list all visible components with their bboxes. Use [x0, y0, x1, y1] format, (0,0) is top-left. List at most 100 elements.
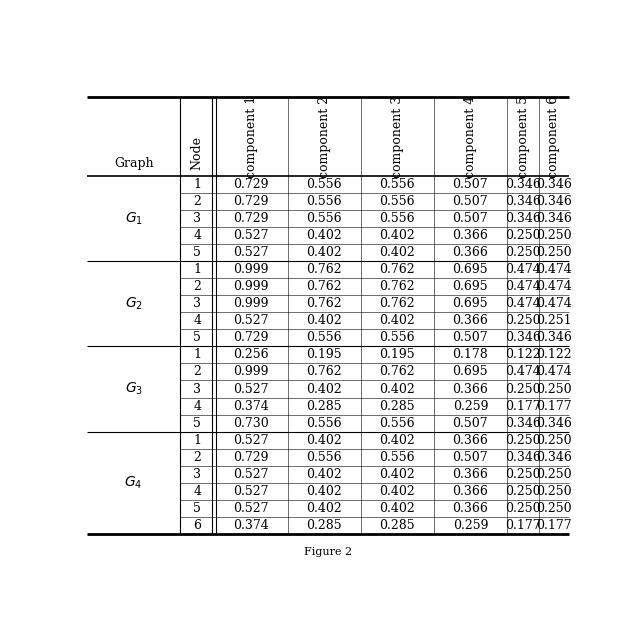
Text: 0.527: 0.527 [233, 382, 269, 396]
Text: 0.556: 0.556 [380, 195, 415, 208]
Text: 0.346: 0.346 [536, 195, 572, 208]
Text: 0.474: 0.474 [505, 280, 541, 293]
Text: 0.366: 0.366 [452, 485, 488, 498]
Text: 0.259: 0.259 [452, 519, 488, 532]
Text: 0.695: 0.695 [452, 263, 488, 276]
Text: 5: 5 [193, 246, 201, 259]
Text: 0.374: 0.374 [233, 399, 269, 413]
Text: 0.366: 0.366 [452, 382, 488, 396]
Text: 1: 1 [193, 178, 201, 191]
Text: 0.402: 0.402 [380, 468, 415, 481]
Text: 0.195: 0.195 [307, 348, 342, 362]
Text: Figure 2: Figure 2 [304, 547, 352, 557]
Text: 0.250: 0.250 [506, 502, 541, 515]
Text: 0.729: 0.729 [233, 450, 269, 464]
Text: 4: 4 [193, 229, 201, 242]
Text: 5: 5 [193, 416, 201, 430]
Text: 0.474: 0.474 [505, 297, 541, 310]
Text: 0.250: 0.250 [536, 502, 572, 515]
Text: 0.251: 0.251 [536, 314, 572, 328]
Text: 0.527: 0.527 [233, 229, 269, 242]
Text: 0.402: 0.402 [380, 485, 415, 498]
Text: Graph: Graph [114, 157, 154, 170]
Text: 0.762: 0.762 [380, 365, 415, 379]
Text: 0.285: 0.285 [307, 399, 342, 413]
Text: 0.556: 0.556 [307, 331, 342, 345]
Text: component 3: component 3 [391, 96, 404, 178]
Text: 2: 2 [193, 450, 201, 464]
Text: 0.402: 0.402 [380, 502, 415, 515]
Text: 2: 2 [193, 365, 201, 379]
Text: 0.346: 0.346 [505, 195, 541, 208]
Text: $G_3$: $G_3$ [125, 381, 143, 398]
Text: 0.250: 0.250 [506, 314, 541, 328]
Text: 0.366: 0.366 [452, 314, 488, 328]
Text: 0.250: 0.250 [506, 433, 541, 447]
Text: 0.366: 0.366 [452, 433, 488, 447]
Text: component 1: component 1 [244, 96, 257, 178]
Text: 0.507: 0.507 [452, 450, 488, 464]
Text: 0.402: 0.402 [307, 502, 342, 515]
Text: 0.122: 0.122 [506, 348, 541, 362]
Text: 0.250: 0.250 [506, 485, 541, 498]
Text: 0.178: 0.178 [452, 348, 488, 362]
Text: 0.762: 0.762 [307, 280, 342, 293]
Text: 0.999: 0.999 [233, 297, 269, 310]
Text: 0.177: 0.177 [536, 399, 572, 413]
Text: 0.285: 0.285 [307, 519, 342, 532]
Text: 0.250: 0.250 [536, 468, 572, 481]
Text: 0.402: 0.402 [307, 314, 342, 328]
Text: 0.695: 0.695 [452, 297, 488, 310]
Text: 0.474: 0.474 [505, 263, 541, 276]
Text: 5: 5 [193, 331, 201, 345]
Text: 0.695: 0.695 [452, 280, 488, 293]
Text: 1: 1 [193, 263, 201, 276]
Text: 5: 5 [193, 502, 201, 515]
Text: 0.374: 0.374 [233, 519, 269, 532]
Text: 0.402: 0.402 [307, 485, 342, 498]
Text: 0.346: 0.346 [536, 212, 572, 225]
Text: 0.474: 0.474 [536, 263, 572, 276]
Text: 0.527: 0.527 [233, 502, 269, 515]
Text: 0.402: 0.402 [307, 246, 342, 259]
Text: 0.346: 0.346 [536, 416, 572, 430]
Text: 0.762: 0.762 [307, 263, 342, 276]
Text: 0.999: 0.999 [233, 280, 269, 293]
Text: 0.402: 0.402 [380, 314, 415, 328]
Text: 0.556: 0.556 [307, 178, 342, 191]
Text: 3: 3 [193, 382, 201, 396]
Text: 0.402: 0.402 [307, 433, 342, 447]
Text: 0.729: 0.729 [233, 178, 269, 191]
Text: 0.285: 0.285 [380, 519, 415, 532]
Text: 0.762: 0.762 [380, 297, 415, 310]
Text: 0.507: 0.507 [452, 212, 488, 225]
Text: 4: 4 [193, 399, 201, 413]
Text: 0.402: 0.402 [380, 433, 415, 447]
Text: 0.556: 0.556 [307, 195, 342, 208]
Text: 0.250: 0.250 [506, 246, 541, 259]
Text: 0.999: 0.999 [233, 365, 269, 379]
Text: 0.527: 0.527 [233, 314, 269, 328]
Text: 0.346: 0.346 [505, 416, 541, 430]
Text: 0.177: 0.177 [506, 519, 541, 532]
Text: 0.527: 0.527 [233, 485, 269, 498]
Text: 0.507: 0.507 [452, 416, 488, 430]
Text: 0.999: 0.999 [233, 263, 269, 276]
Text: 0.474: 0.474 [536, 280, 572, 293]
Text: 1: 1 [193, 348, 201, 362]
Text: 3: 3 [193, 297, 201, 310]
Text: 0.250: 0.250 [536, 485, 572, 498]
Text: 0.556: 0.556 [307, 450, 342, 464]
Text: $G_1$: $G_1$ [125, 210, 143, 227]
Text: component 6: component 6 [547, 96, 561, 178]
Text: 0.527: 0.527 [233, 246, 269, 259]
Text: 0.250: 0.250 [536, 382, 572, 396]
Text: 0.556: 0.556 [307, 212, 342, 225]
Text: 6: 6 [193, 519, 201, 532]
Text: 0.195: 0.195 [380, 348, 415, 362]
Text: component 4: component 4 [464, 96, 477, 178]
Text: 3: 3 [193, 468, 201, 481]
Text: 0.762: 0.762 [307, 297, 342, 310]
Text: 0.527: 0.527 [233, 433, 269, 447]
Text: 0.122: 0.122 [536, 348, 572, 362]
